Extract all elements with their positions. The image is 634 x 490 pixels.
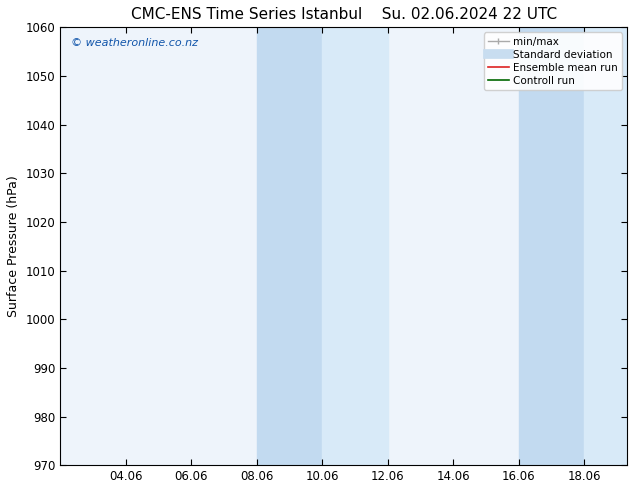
Bar bbox=[257, 27, 322, 465]
Text: © weatheronline.co.nz: © weatheronline.co.nz bbox=[72, 38, 198, 48]
Title: CMC-ENS Time Series Istanbul    Su. 02.06.2024 22 UTC: CMC-ENS Time Series Istanbul Su. 02.06.2… bbox=[131, 7, 557, 22]
Y-axis label: Surface Pressure (hPa): Surface Pressure (hPa) bbox=[7, 175, 20, 317]
Legend: min/max, Standard deviation, Ensemble mean run, Controll run: min/max, Standard deviation, Ensemble me… bbox=[484, 32, 622, 90]
Bar bbox=[322, 27, 388, 465]
Bar bbox=[585, 27, 627, 465]
Bar bbox=[519, 27, 585, 465]
